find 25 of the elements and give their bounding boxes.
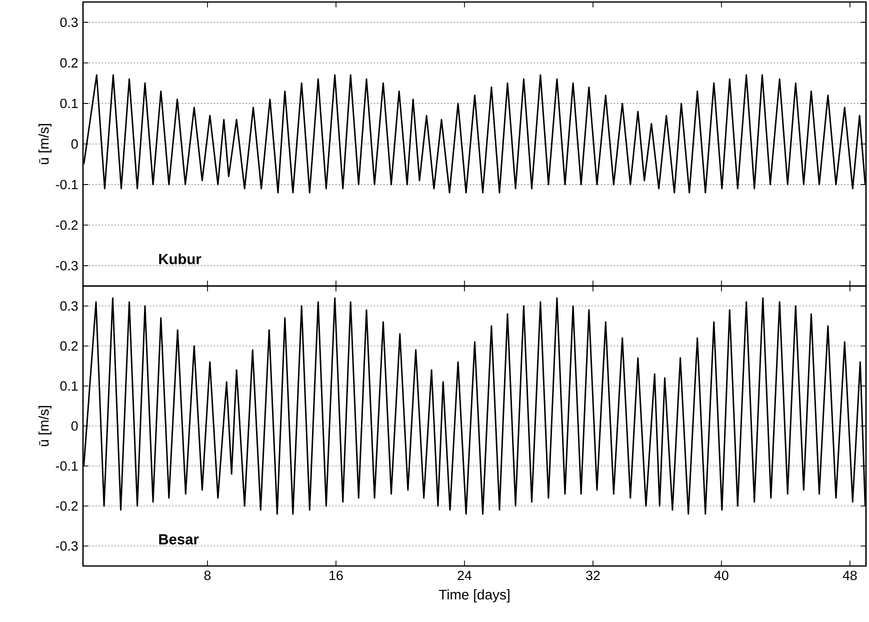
x-tick-label: 32: [586, 570, 600, 580]
y-tick-label: 0.2: [60, 58, 78, 68]
y-tick-label: -0.1: [56, 461, 78, 471]
y-tick-label: 0.3: [60, 301, 78, 311]
y-tick-label: -0.3: [56, 541, 78, 551]
x-tick-label: 24: [458, 570, 472, 580]
y-tick-label: -0.3: [56, 260, 78, 270]
y-tick-label: 0.3: [60, 18, 78, 28]
x-tick-label: 16: [330, 570, 343, 580]
y-tick-label: 0.1: [60, 381, 78, 391]
y-tick-label: 0: [71, 139, 78, 149]
y-axis-title: ū [m/s]: [38, 406, 52, 446]
y-tick-label: 0.2: [60, 341, 78, 351]
x-tick-label: 48: [842, 570, 857, 580]
y-tick-label: 0: [71, 421, 78, 431]
annotation: Kubur: [159, 253, 202, 264]
x-axis-title: Time [days]: [438, 589, 510, 602]
x-tick-label: 40: [714, 570, 728, 580]
y-tick-label: -0.1: [56, 180, 78, 190]
y-axis-title: ū [m/s]: [38, 124, 52, 164]
y-tick-label: -0.2: [56, 501, 78, 511]
annotation: Besar: [159, 534, 199, 544]
y-tick-label: -0.2: [56, 220, 78, 230]
y-tick-label: 0.1: [60, 98, 78, 108]
x-tick-label: 8: [204, 570, 211, 580]
